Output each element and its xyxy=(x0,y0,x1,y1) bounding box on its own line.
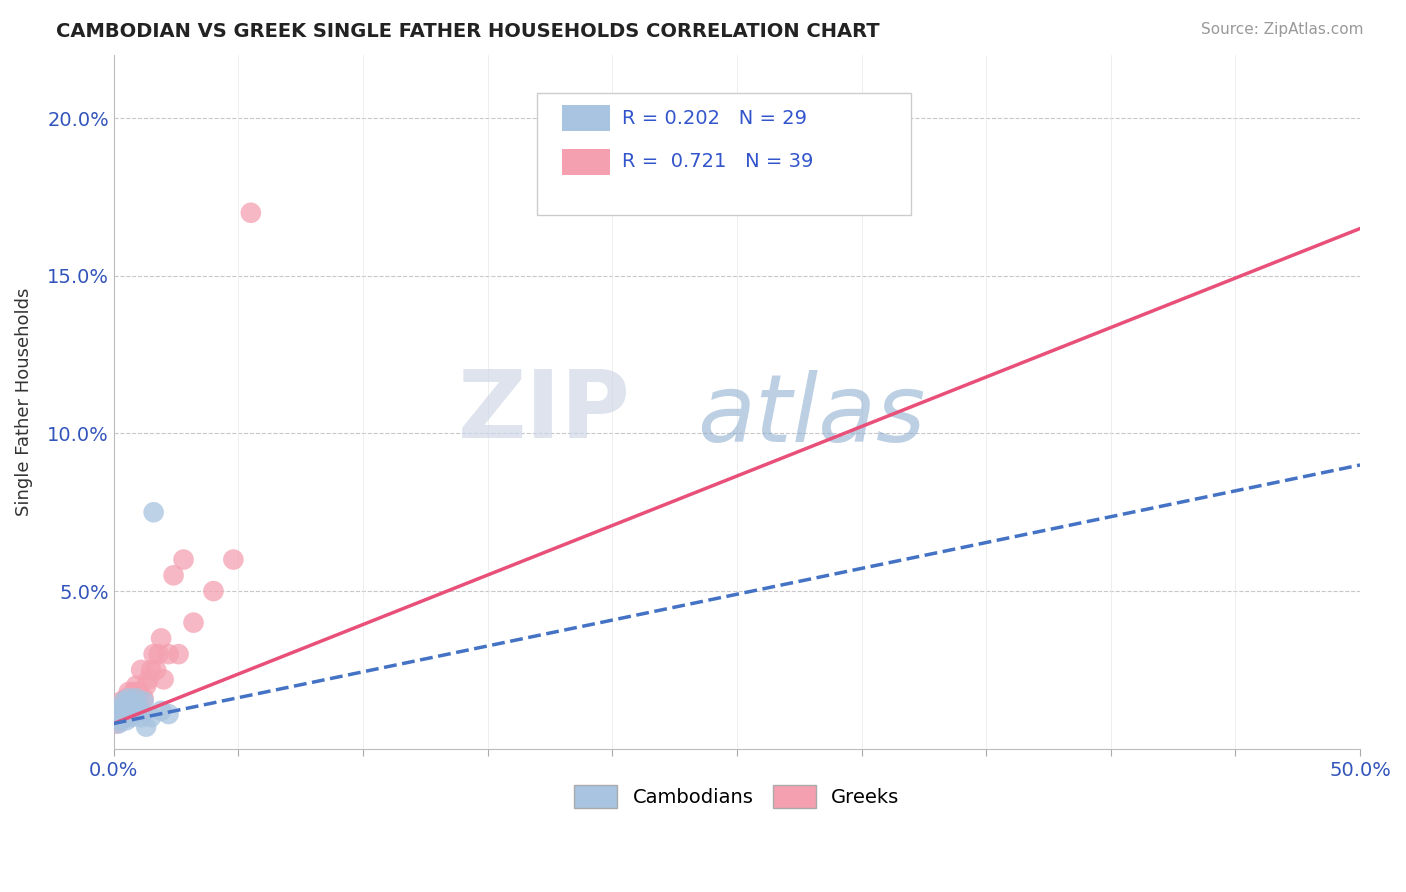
Point xyxy=(107,704,129,718)
Point xyxy=(138,673,160,687)
Point xyxy=(148,647,170,661)
Point xyxy=(110,700,132,714)
Point xyxy=(122,700,145,714)
Point xyxy=(120,710,142,724)
Point xyxy=(107,704,129,718)
Point xyxy=(239,206,262,220)
Point xyxy=(129,710,152,724)
Point xyxy=(145,663,167,677)
Point xyxy=(139,663,162,677)
Point xyxy=(110,714,132,728)
Point xyxy=(115,700,138,714)
Text: atlas: atlas xyxy=(697,370,925,461)
Point xyxy=(152,673,174,687)
Text: ZIP: ZIP xyxy=(458,367,631,458)
Point xyxy=(122,698,145,712)
Point xyxy=(183,615,205,630)
Point xyxy=(112,707,135,722)
Y-axis label: Single Father Households: Single Father Households xyxy=(15,288,32,516)
Point xyxy=(118,707,141,722)
Point xyxy=(120,704,142,718)
Point xyxy=(118,704,141,718)
Point xyxy=(222,552,245,566)
FancyBboxPatch shape xyxy=(537,94,911,215)
Point xyxy=(105,710,128,724)
Point xyxy=(150,632,173,646)
Text: R =  0.721   N = 39: R = 0.721 N = 39 xyxy=(623,153,814,171)
Legend: Cambodians, Greeks: Cambodians, Greeks xyxy=(567,777,907,815)
Point xyxy=(115,691,138,706)
Point xyxy=(125,704,148,718)
Point xyxy=(122,685,145,699)
Point xyxy=(125,704,148,718)
FancyBboxPatch shape xyxy=(562,149,610,175)
Point xyxy=(129,663,152,677)
Point xyxy=(112,710,135,724)
Point xyxy=(118,685,141,699)
Point xyxy=(128,700,150,714)
Point xyxy=(107,716,129,731)
Point xyxy=(150,704,173,718)
Point xyxy=(115,698,138,712)
Point xyxy=(132,691,155,706)
Text: R = 0.202   N = 29: R = 0.202 N = 29 xyxy=(623,109,807,128)
Point xyxy=(157,647,180,661)
Point xyxy=(135,720,157,734)
Point xyxy=(115,710,138,724)
Point xyxy=(115,704,138,718)
Point xyxy=(112,698,135,712)
Point xyxy=(129,704,152,718)
Point xyxy=(173,552,195,566)
Point xyxy=(132,694,155,708)
Point xyxy=(110,707,132,722)
Point xyxy=(128,698,150,712)
Point xyxy=(125,691,148,706)
Point xyxy=(115,714,138,728)
Point xyxy=(110,694,132,708)
Point xyxy=(139,710,162,724)
Point xyxy=(112,694,135,708)
Point xyxy=(120,694,142,708)
Point xyxy=(120,707,142,722)
Point xyxy=(135,679,157,693)
Point xyxy=(118,691,141,706)
Point xyxy=(202,584,225,599)
Text: Source: ZipAtlas.com: Source: ZipAtlas.com xyxy=(1201,22,1364,37)
Point xyxy=(122,707,145,722)
Point xyxy=(107,714,129,728)
Point xyxy=(128,685,150,699)
Point xyxy=(142,647,165,661)
Point xyxy=(157,707,180,722)
Point xyxy=(125,679,148,693)
Point xyxy=(120,694,142,708)
Point xyxy=(142,505,165,519)
Text: CAMBODIAN VS GREEK SINGLE FATHER HOUSEHOLDS CORRELATION CHART: CAMBODIAN VS GREEK SINGLE FATHER HOUSEHO… xyxy=(56,22,880,41)
Point xyxy=(162,568,184,582)
Point xyxy=(110,710,132,724)
Point xyxy=(167,647,190,661)
FancyBboxPatch shape xyxy=(562,105,610,131)
Point xyxy=(118,700,141,714)
Point xyxy=(105,716,128,731)
